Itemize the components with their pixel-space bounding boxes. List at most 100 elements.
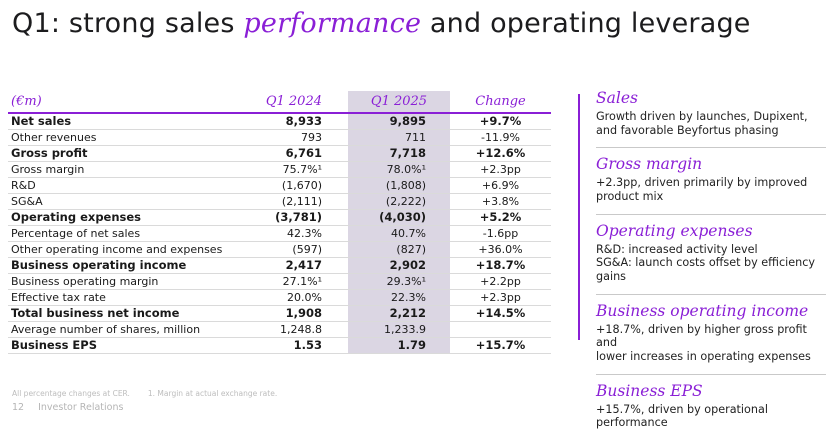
row-label: SG&A (8, 193, 240, 210)
sidebar-section-business-operating-income: Business operating income +18.7%, driven… (596, 295, 826, 375)
financials-table: (€m) Q1 2024 Q1 2025 Change Net sales 8,… (8, 91, 551, 354)
cell-q1-2024: 42.3% (240, 225, 348, 242)
cell-q1-2025: 9,895 (348, 113, 450, 130)
row-label: Net sales (8, 113, 240, 130)
cell-q1-2024: (3,781) (240, 209, 348, 226)
cell-q1-2025: 78.0%¹ (348, 161, 450, 178)
table-row-percentage-net-sales: Percentage of net sales 42.3% 40.7% -1.6… (8, 225, 551, 242)
cell-q1-2025: 22.3% (348, 289, 450, 306)
commentary-sidebar: Sales Growth driven by launches, Dupixen… (596, 89, 826, 440)
row-label: Business operating margin (8, 273, 240, 290)
cell-q1-2025: 40.7% (348, 225, 450, 242)
table-row-gross-margin: Gross margin 75.7%¹ 78.0%¹ +2.3pp (8, 161, 551, 178)
title-accent-word: performance (243, 8, 422, 39)
row-label: Business EPS (8, 337, 240, 354)
column-header-change: Change (450, 91, 551, 114)
column-header-q1-2025: Q1 2025 (348, 91, 450, 114)
cell-change: -11.9% (450, 129, 551, 146)
table-row-gross-profit: Gross profit 6,761 7,718 +12.6% (8, 145, 551, 162)
row-label: Gross margin (8, 161, 240, 178)
cell-q1-2025: 2,212 (348, 305, 450, 322)
cell-change: +2.2pp (450, 273, 551, 290)
cell-q1-2024: 6,761 (240, 145, 348, 162)
page-footer: 12 Investor Relations (12, 402, 123, 413)
cell-q1-2024: 1,248.8 (240, 321, 348, 338)
table-row-net-sales: Net sales 8,933 9,895 +9.7% (8, 113, 551, 130)
cell-q1-2025: (827) (348, 241, 450, 258)
table-row-business-operating-margin: Business operating margin 27.1%¹ 29.3%¹ … (8, 273, 551, 290)
column-header-q1-2024: Q1 2024 (240, 91, 348, 114)
cell-q1-2024: (1,670) (240, 177, 348, 194)
cell-q1-2025: 2,902 (348, 257, 450, 274)
sidebar-heading: Sales (596, 89, 638, 107)
cell-change: +9.7% (450, 113, 551, 130)
table-header-row: (€m) Q1 2024 Q1 2025 Change (8, 91, 551, 114)
footnote-cer: All percentage changes at CER. (12, 389, 130, 398)
cell-change: +2.3pp (450, 289, 551, 306)
table-row-total-business-net-income: Total business net income 1,908 2,212 +1… (8, 305, 551, 322)
sidebar-heading: Business operating income (596, 301, 809, 320)
cell-change: +36.0% (450, 241, 551, 258)
sidebar-section-operating-expenses: Operating expenses R&D: increased activi… (596, 215, 826, 295)
cell-change: +12.6% (450, 145, 551, 162)
cell-change: +6.9% (450, 177, 551, 194)
cell-change: +14.5% (450, 305, 551, 322)
sidebar-section-sales: Sales Growth driven by launches, Dupixen… (596, 89, 826, 149)
sidebar-body: Growth driven by launches, Dupixent, and… (596, 110, 808, 137)
sidebar-heading: Business EPS (596, 381, 703, 400)
sidebar-section-gross-margin: Gross margin +2.3pp, driven primarily by… (596, 148, 826, 215)
cell-q1-2025: 29.3%¹ (348, 273, 450, 290)
cell-change: +3.8% (450, 193, 551, 210)
footnote-margin-rate: 1. Margin at actual exchange rate. (147, 389, 278, 398)
cell-q1-2024: 1.53 (240, 337, 348, 354)
row-label: R&D (8, 177, 240, 194)
row-label: Percentage of net sales (8, 225, 240, 242)
vertical-divider (578, 94, 580, 340)
sidebar-body: +15.7%, driven by operational performanc… (596, 402, 768, 430)
cell-q1-2025: (1,808) (348, 177, 450, 194)
table-row-rnd: R&D (1,670) (1,808) +6.9% (8, 177, 551, 194)
cell-change: +18.7% (450, 257, 551, 274)
table-row-effective-tax-rate: Effective tax rate 20.0% 22.3% +2.3pp (8, 289, 551, 306)
table-row-business-eps: Business EPS 1.53 1.79 +15.7% (8, 337, 551, 354)
column-header-unit: (€m) (8, 91, 240, 114)
table-row-business-operating-income: Business operating income 2,417 2,902 +1… (8, 257, 551, 274)
cell-q1-2024: 793 (240, 129, 348, 146)
cell-q1-2024: 8,933 (240, 113, 348, 130)
title-text-suffix: and operating leverage (421, 8, 751, 39)
cell-q1-2025: 711 (348, 129, 450, 146)
cell-q1-2024: 1,908 (240, 305, 348, 322)
row-label: Effective tax rate (8, 289, 240, 306)
cell-q1-2024: (597) (240, 241, 348, 258)
cell-q1-2024: 20.0% (240, 289, 348, 306)
title-text-prefix: Q1: strong sales (12, 8, 244, 39)
sidebar-heading: Operating expenses (596, 221, 753, 240)
cell-change (450, 321, 551, 338)
row-label: Other revenues (8, 129, 240, 146)
cell-q1-2024: (2,111) (240, 193, 348, 210)
sidebar-body: +18.7%, driven by higher gross profit an… (596, 322, 811, 363)
cell-q1-2025: (2,222) (348, 193, 450, 210)
table-row-other-operating-income: Other operating income and expenses (597… (8, 241, 551, 258)
sidebar-heading: Gross margin (596, 155, 703, 174)
table-row-sga: SG&A (2,111) (2,222) +3.8% (8, 193, 551, 210)
cell-q1-2024: 27.1%¹ (240, 273, 348, 290)
cell-change: +2.3pp (450, 161, 551, 178)
row-label: Operating expenses (8, 209, 240, 226)
cell-change: +5.2% (450, 209, 551, 226)
table-row-other-revenues: Other revenues 793 711 -11.9% (8, 129, 551, 146)
cell-q1-2025: 1,233.9 (348, 321, 450, 338)
cell-change: -1.6pp (450, 225, 551, 242)
row-label: Total business net income (8, 305, 240, 322)
page-number: 12 (12, 402, 25, 413)
cell-q1-2025: 7,718 (348, 145, 450, 162)
cell-q1-2025: 1.79 (348, 337, 450, 354)
row-label: Business operating income (8, 257, 240, 274)
cell-change: +15.7% (450, 337, 551, 354)
footnote: All percentage changes at CER. 1. Margin … (12, 389, 277, 398)
sidebar-body: +2.3pp, driven primarily by improved pro… (596, 176, 808, 203)
table-row-average-shares: Average number of shares, million 1,248.… (8, 321, 551, 338)
row-label: Other operating income and expenses (8, 241, 240, 258)
footer-label: Investor Relations (38, 402, 124, 413)
sidebar-body: R&D: increased activity level SG&A: laun… (596, 242, 816, 283)
